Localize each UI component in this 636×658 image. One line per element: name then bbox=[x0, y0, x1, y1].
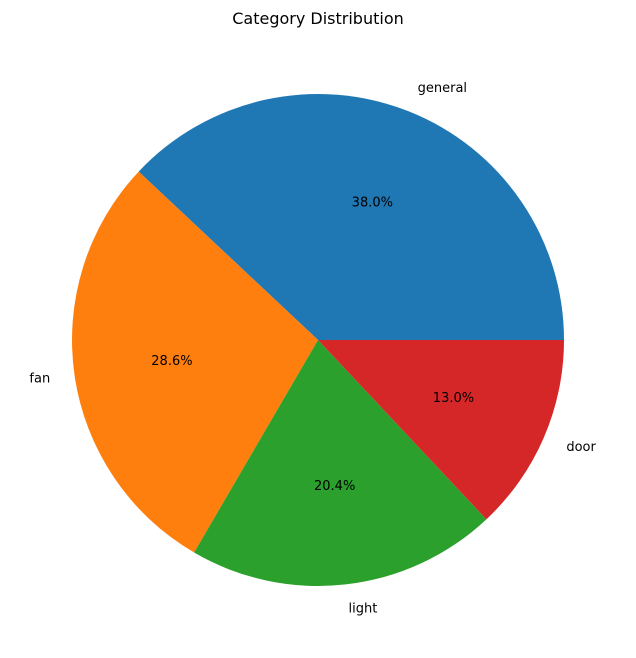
percentage-label-fan: 28.6% bbox=[151, 354, 192, 369]
percentage-label-general: 38.0% bbox=[352, 195, 393, 210]
percentage-label-door: 13.0% bbox=[433, 391, 474, 406]
pie-slice-fan bbox=[72, 171, 318, 553]
category-label-light: light bbox=[349, 601, 378, 616]
pie-slice-general bbox=[138, 94, 565, 341]
pie-slices bbox=[72, 94, 565, 586]
pie-slice-door bbox=[318, 340, 564, 520]
percentage-labels: 38.0% 28.6% 20.4% 13.0% bbox=[151, 195, 474, 494]
category-label-door: door bbox=[566, 440, 596, 455]
category-label-general: general bbox=[418, 81, 467, 96]
percentage-label-light: 20.4% bbox=[314, 479, 355, 494]
category-labels: general fan light door bbox=[29, 81, 596, 616]
category-label-fan: fan bbox=[29, 371, 50, 386]
chart-title: Category Distribution bbox=[232, 9, 404, 28]
pie-slice-light bbox=[194, 340, 487, 586]
